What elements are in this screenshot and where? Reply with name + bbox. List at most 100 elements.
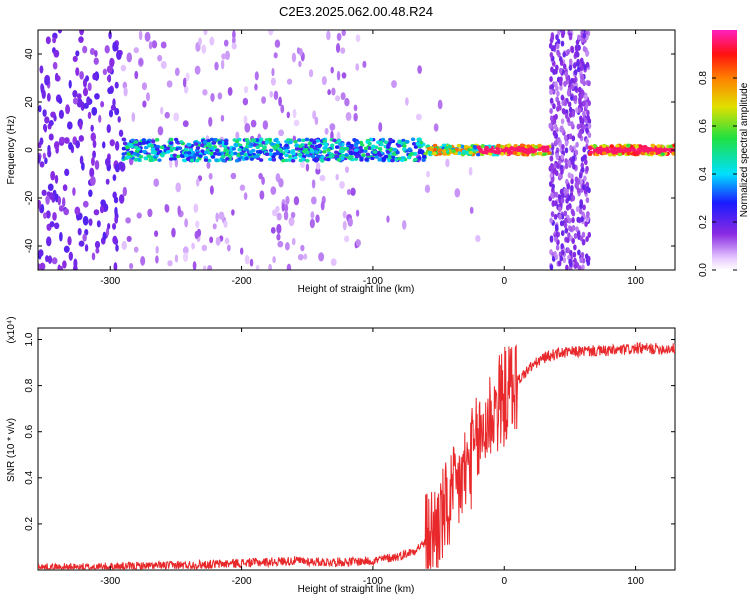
ridge-point <box>463 144 469 149</box>
spectrogram-speckle <box>177 205 181 216</box>
spectrogram-speckle <box>201 44 207 54</box>
spectrogram-speckle <box>218 211 225 220</box>
spectrogram-speckle <box>64 168 70 177</box>
noise-band-speckle <box>551 183 555 190</box>
ridge-point <box>545 145 550 149</box>
ridge-point <box>210 155 216 159</box>
spectrogram-speckle <box>112 41 118 52</box>
spectrogram-speckle <box>44 157 48 165</box>
ridge-point <box>640 151 645 156</box>
noise-band-speckle <box>555 43 560 50</box>
ridge-point <box>500 149 505 153</box>
ridge-point <box>499 152 505 156</box>
ridge-point <box>370 156 375 161</box>
spectrogram-speckle <box>59 136 65 144</box>
ridge-point <box>337 138 342 143</box>
noise-band-speckle <box>572 163 576 170</box>
noise-band-speckle <box>550 165 554 172</box>
ridge-point <box>626 143 631 148</box>
spectrogram-speckle <box>118 129 124 137</box>
ridge-point <box>468 150 473 155</box>
spectrogram-speckle <box>63 208 70 216</box>
ridge-point <box>199 143 205 148</box>
ridge-point <box>298 152 303 157</box>
noise-band-speckle <box>560 168 564 175</box>
noise-band-speckle <box>558 56 563 63</box>
noise-band-speckle <box>580 162 585 169</box>
spectrogram-speckle <box>212 223 217 230</box>
ridge-point <box>305 150 310 155</box>
spectrogram-speckle <box>38 199 42 209</box>
ridge-point <box>175 154 181 159</box>
spectrogram-speckle <box>293 119 300 127</box>
spectrogram-speckle <box>239 247 244 255</box>
spectrogram-speckle <box>47 183 54 192</box>
spectrogram-speckle <box>182 120 189 128</box>
spectrogram-speckle <box>426 170 430 178</box>
ridge-point <box>172 156 177 161</box>
spectrogram-speckle <box>86 96 91 106</box>
ridge-point <box>417 137 422 142</box>
noise-band-speckle <box>576 187 581 194</box>
noise-band-speckle <box>564 113 569 120</box>
ridge-point <box>388 137 393 142</box>
ridge-point <box>220 154 226 159</box>
noise-band-speckle <box>577 34 581 41</box>
spectrogram-speckle <box>95 247 100 254</box>
spectrogram-speckle <box>166 80 173 88</box>
spectrogram-speckle <box>160 60 167 69</box>
noise-band-speckle <box>569 226 573 233</box>
ridge-point <box>654 148 659 153</box>
noise-band-speckle <box>573 69 578 76</box>
noise-band-speckle <box>571 238 575 245</box>
noise-band-speckle <box>549 89 553 96</box>
ridge-point <box>191 155 197 160</box>
snr-frame <box>37 327 676 571</box>
ridge-point <box>233 151 238 156</box>
spectrogram-speckle <box>47 255 53 264</box>
ridge-point <box>317 143 323 148</box>
spectrogram-speckle <box>315 214 320 223</box>
ridge-point <box>237 147 242 152</box>
noise-band-speckle <box>556 105 560 112</box>
spectrogram-speckle <box>417 65 422 74</box>
spectrogram-speckle <box>52 211 57 221</box>
spectrogram-speckle <box>202 89 208 96</box>
ridge-point <box>301 154 307 159</box>
ridge-point <box>309 138 314 142</box>
ridge-point <box>493 150 498 155</box>
spectrogram-speckle <box>311 179 316 189</box>
spectrogram-speckle <box>53 141 60 150</box>
ridge-point <box>662 148 667 153</box>
noise-band-speckle <box>584 94 588 101</box>
ridge-point <box>168 157 174 161</box>
noise-band-speckle <box>554 170 559 177</box>
ridge-point <box>650 143 655 148</box>
ridge-point <box>512 151 517 155</box>
spectrogram-speckle <box>278 178 284 188</box>
spectrogram-speckle <box>270 186 277 195</box>
noise-band-speckle <box>552 191 557 198</box>
noise-band-speckle <box>566 237 570 244</box>
ridge-point <box>432 143 438 148</box>
spectrogram-speckle <box>164 204 170 213</box>
snr-series-line <box>38 341 675 570</box>
spectrogram-speckle <box>341 72 347 79</box>
noise-band-speckle <box>585 165 589 172</box>
spectrogram-speckle <box>254 71 259 81</box>
ridge-point <box>513 144 518 148</box>
noise-band-speckle <box>571 135 576 142</box>
spectrogram-speckle <box>90 157 95 166</box>
ridge-point <box>151 139 156 144</box>
noise-band-speckle <box>571 195 576 202</box>
spectrogram-speckle <box>243 192 248 201</box>
noise-band-speckle <box>550 192 554 199</box>
ridge-point <box>634 144 639 149</box>
ridge-point <box>180 154 185 158</box>
noise-band-speckle <box>587 118 592 125</box>
ridge-point <box>607 152 613 157</box>
spectrogram-speckle <box>39 262 46 270</box>
colorbar-tick-label: 0.8 <box>698 71 709 85</box>
spectrogram-speckle <box>232 30 236 40</box>
ridge-point <box>411 142 417 146</box>
